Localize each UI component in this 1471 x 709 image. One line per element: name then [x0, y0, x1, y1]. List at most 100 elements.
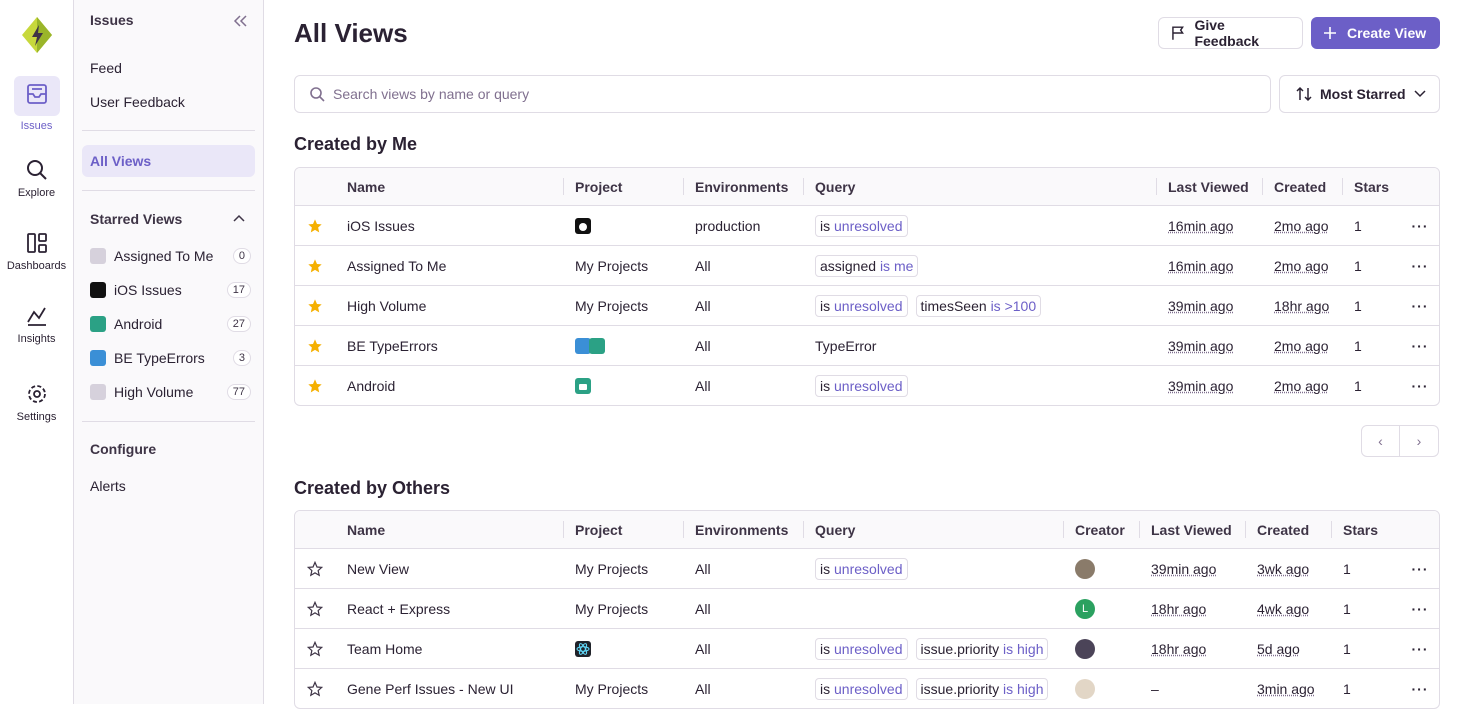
date: 3wk ago — [1257, 561, 1309, 577]
star-icon[interactable] — [307, 258, 323, 274]
starred-item[interactable]: Android 27 — [90, 312, 251, 336]
sidebar-current[interactable]: All Views — [82, 145, 255, 177]
query-token: is unresolved — [815, 215, 908, 237]
environment-text: All — [695, 378, 711, 394]
star-cell[interactable] — [295, 326, 335, 365]
row-menu[interactable]: ··· — [1400, 549, 1440, 588]
table-row[interactable]: Android All is unresolved 39min ago 2mo ago 1… — [295, 365, 1439, 405]
created-cell: 3wk ago — [1245, 549, 1331, 588]
header-cell: Created — [1245, 511, 1331, 548]
row-menu[interactable]: ··· — [1400, 246, 1440, 285]
star-cell[interactable] — [295, 549, 335, 588]
project-cell — [563, 326, 683, 365]
star-cell[interactable] — [295, 206, 335, 245]
sidebar-link[interactable]: User Feedback — [90, 94, 185, 110]
header-cell — [1400, 168, 1440, 205]
star-icon[interactable] — [307, 641, 323, 657]
nav-insights[interactable]: Insights — [0, 303, 73, 345]
star-icon[interactable] — [307, 218, 323, 234]
row-menu[interactable]: ··· — [1400, 206, 1440, 245]
star-icon[interactable] — [307, 338, 323, 354]
date: 2mo ago — [1274, 338, 1328, 354]
star-icon[interactable] — [307, 601, 323, 617]
sidebar-link[interactable]: Feed — [90, 60, 122, 76]
query-cell: is unresolved — [803, 366, 1156, 405]
query-cell: is unresolved issue.priority is high — [803, 669, 1063, 708]
stars-cell: 1 — [1342, 286, 1400, 325]
project-icon — [575, 378, 591, 394]
star-cell[interactable] — [295, 629, 335, 668]
query-cell: TypeError — [803, 326, 1156, 365]
star-icon[interactable] — [307, 298, 323, 314]
sidebar: Issues Feed User Feedback All Views Star… — [74, 0, 264, 704]
nav-label: Settings — [17, 411, 57, 423]
starred-name: BE TypeErrors — [114, 350, 205, 366]
table-row[interactable]: Assigned To Me My Projects All assigned is … — [295, 245, 1439, 285]
creator-cell — [1063, 549, 1139, 588]
environment-cell: All — [683, 669, 803, 708]
table-row[interactable]: High Volume My Projects All is unresolved ti… — [295, 285, 1439, 325]
next-page[interactable]: › — [1400, 425, 1439, 457]
row-menu[interactable]: ··· — [1400, 669, 1440, 708]
sort-dropdown[interactable]: Most Starred — [1279, 75, 1440, 113]
table-row[interactable]: New View My Projects All is unresolved 39min… — [295, 548, 1439, 588]
query-cell: is unresolved — [803, 206, 1156, 245]
row-menu[interactable]: ··· — [1400, 366, 1440, 405]
token-op: is — [991, 298, 1001, 314]
views-table: Name Project Environments Query Creator Last … — [294, 510, 1440, 709]
star-cell[interactable] — [295, 246, 335, 285]
logo[interactable] — [20, 16, 54, 54]
environment-text: All — [695, 601, 711, 617]
nav-explore[interactable]: Explore — [0, 157, 73, 199]
star-cell[interactable] — [295, 366, 335, 405]
starred-count: 3 — [233, 350, 251, 366]
star-cell[interactable] — [295, 669, 335, 708]
star-cell[interactable] — [295, 286, 335, 325]
row-menu[interactable]: ··· — [1400, 286, 1440, 325]
starred-item[interactable]: Assigned To Me 0 — [90, 244, 251, 268]
header-row: Name Project Environments Query Creator Last … — [295, 511, 1439, 548]
creator-cell: L — [1063, 589, 1139, 628]
environment-text: production — [695, 218, 760, 234]
query-token: timesSeen is >100 — [916, 295, 1042, 317]
prev-page[interactable]: ‹ — [1361, 425, 1400, 457]
nav-issues[interactable]: Issues — [0, 76, 73, 132]
star-icon[interactable] — [307, 681, 323, 697]
collapse-button[interactable] — [232, 14, 248, 28]
nav-settings[interactable]: Settings — [0, 381, 73, 423]
create-button[interactable]: Create View — [1311, 17, 1440, 49]
table-row[interactable]: iOS Issues production is unresolved 16min a… — [295, 205, 1439, 245]
environment-text: All — [695, 641, 711, 657]
table-row[interactable]: BE TypeErrors All TypeError 39min ago 2mo ag… — [295, 325, 1439, 365]
created-cell: 2mo ago — [1262, 366, 1342, 405]
sidebar-link[interactable]: Alerts — [90, 478, 126, 494]
header-cell: Name — [335, 511, 563, 548]
nav-bar: Issues Explore Dashboards Insights Setti… — [0, 0, 74, 704]
header-cell: Last Viewed — [1139, 511, 1245, 548]
header-cell: Project — [563, 168, 683, 205]
token-op: is — [820, 298, 830, 314]
row-menu[interactable]: ··· — [1400, 326, 1440, 365]
search-input[interactable]: Search views by name or query — [294, 75, 1271, 113]
feedback-button[interactable]: Give Feedback — [1158, 17, 1303, 49]
stars-cell: 1 — [1331, 629, 1400, 668]
chevron[interactable] — [232, 213, 246, 223]
environment-cell: All — [683, 286, 803, 325]
table-row[interactable]: React + Express My Projects All L 18hr ago 4w… — [295, 588, 1439, 628]
star-icon[interactable] — [307, 378, 323, 394]
table-row[interactable]: Gene Perf Issues - New UI My Projects All i… — [295, 668, 1439, 708]
starred-title[interactable]: Starred Views — [90, 211, 182, 227]
nav-dashboards[interactable]: Dashboards — [0, 230, 73, 272]
star-cell[interactable] — [295, 589, 335, 628]
table-row[interactable]: Team Home All is unresolved issue.priority … — [295, 628, 1439, 668]
starred-item[interactable]: BE TypeErrors 3 — [90, 346, 251, 370]
token-op: is — [1003, 681, 1013, 697]
starred-item[interactable]: High Volume 77 — [90, 380, 251, 404]
star-icon[interactable] — [307, 561, 323, 577]
row-menu[interactable]: ··· — [1400, 629, 1440, 668]
row-menu[interactable]: ··· — [1400, 589, 1440, 628]
created-cell: 5d ago — [1245, 629, 1331, 668]
project-cell — [563, 629, 683, 668]
created-cell: 18hr ago — [1262, 286, 1342, 325]
starred-item[interactable]: iOS Issues 17 — [90, 278, 251, 302]
